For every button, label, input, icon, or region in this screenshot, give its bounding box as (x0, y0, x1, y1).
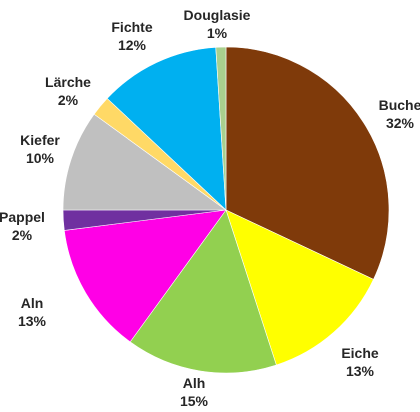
slice-name-buche: Buche (379, 97, 420, 113)
slice-name-laerche: Lärche (45, 74, 91, 90)
slice-value-pappel: 2% (12, 227, 33, 243)
slice-label-alh: Alh 15% (180, 375, 209, 409)
slice-value-aln: 13% (18, 313, 47, 329)
slice-name-eiche: Eiche (341, 345, 379, 361)
slice-fichte (106, 47, 227, 211)
slice-value-alh: 15% (180, 393, 209, 409)
slice-value-eiche: 13% (346, 363, 375, 379)
slice-value-buche: 32% (386, 115, 415, 131)
slice-label-laerche: Lärche 2% (45, 74, 91, 108)
slice-value-fichte: 12% (118, 37, 147, 53)
slice-aln (63, 209, 227, 343)
slice-label-douglasie: Douglasie 1% (184, 7, 251, 41)
slice-name-alh: Alh (183, 375, 206, 391)
slice-value-laerche: 2% (58, 92, 79, 108)
slice-name-aln: Aln (21, 295, 44, 311)
slice-name-pappel: Pappel (0, 209, 45, 225)
slice-name-fichte: Fichte (111, 19, 152, 35)
slice-eiche (225, 209, 374, 366)
pie-labels: Buche 32% Eiche 13% Alh 15% Aln 13% Pappel 2% Kief… (0, 7, 420, 409)
slice-value-douglasie: 1% (207, 25, 228, 41)
slice-label-aln: Aln 13% (18, 295, 47, 329)
slice-name-douglasie: Douglasie (184, 7, 251, 23)
slice-label-kiefer: Kiefer 10% (20, 132, 60, 166)
slice-value-kiefer: 10% (26, 150, 55, 166)
slice-kiefer (62, 113, 227, 211)
slice-name-kiefer: Kiefer (20, 132, 60, 148)
slice-douglasie (215, 46, 227, 211)
slice-alh (129, 209, 277, 374)
slice-label-fichte: Fichte 12% (111, 19, 152, 53)
pie-slices (62, 46, 390, 374)
slice-buche (225, 46, 390, 280)
slice-label-buche: Buche 32% (379, 97, 420, 131)
slice-label-eiche: Eiche 13% (341, 345, 379, 379)
slice-label-pappel: Pappel 2% (0, 209, 45, 243)
